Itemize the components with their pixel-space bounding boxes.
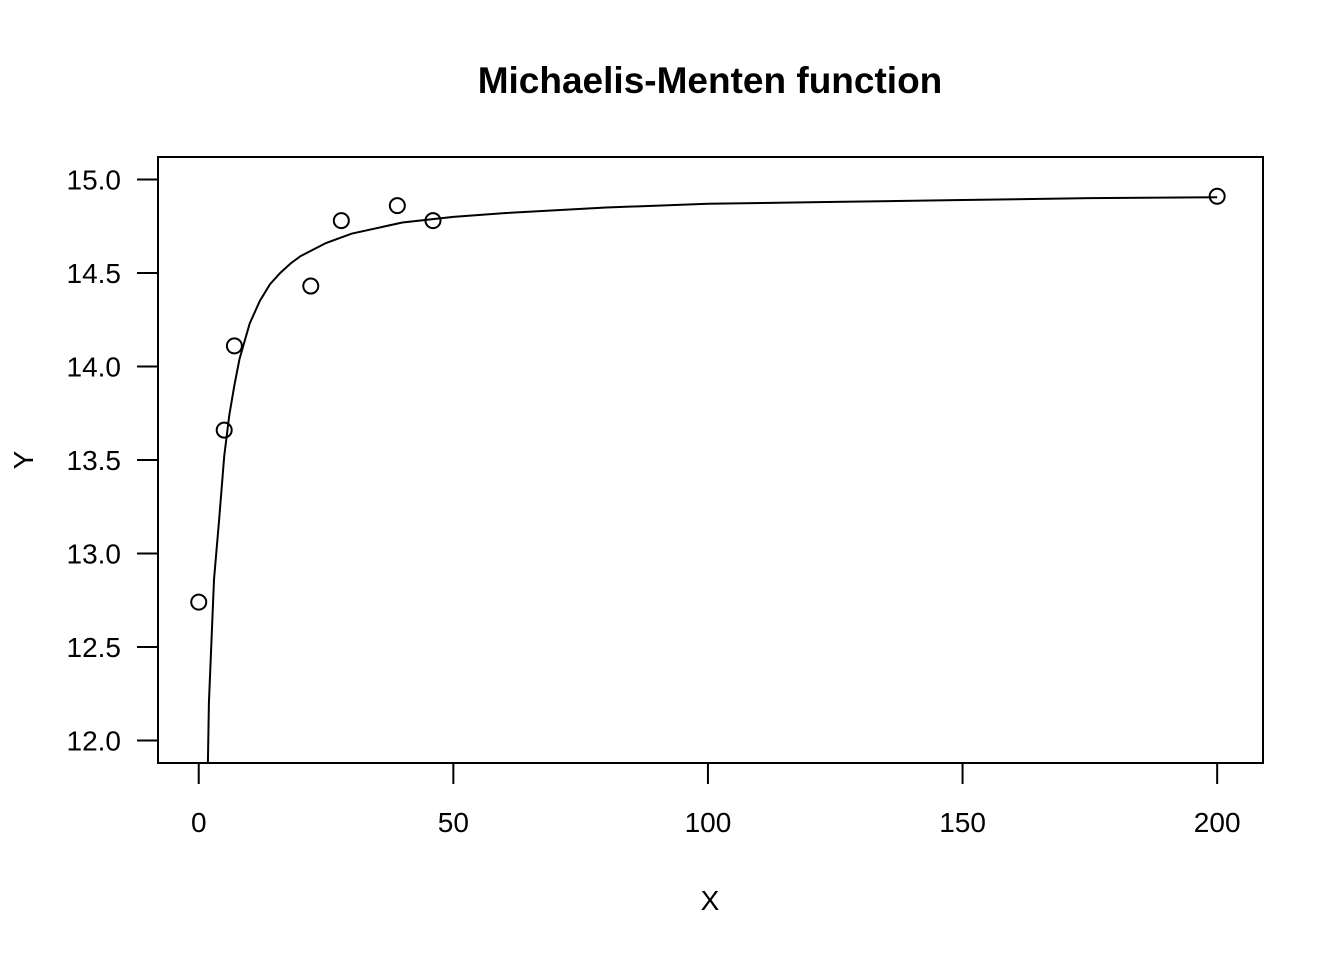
chart-title: Michaelis-Menten function [478, 60, 943, 101]
x-tick-label: 200 [1194, 807, 1241, 838]
y-tick-label: 14.5 [67, 258, 122, 289]
x-axis-label: X [701, 885, 720, 916]
x-tick-label: 0 [191, 807, 207, 838]
x-axis: 0 50 100 150 200 [191, 763, 1241, 838]
data-points [190, 187, 1226, 611]
y-tick-label: 15.0 [67, 164, 122, 195]
data-point [302, 277, 320, 295]
data-point [332, 212, 350, 230]
y-tick-label: 12.5 [67, 632, 122, 663]
y-tick-label: 13.0 [67, 539, 122, 570]
x-tick-label: 50 [438, 807, 469, 838]
y-tick-label: 12.0 [67, 726, 122, 757]
data-point [225, 337, 243, 355]
data-point [1208, 187, 1226, 205]
x-tick-label: 150 [939, 807, 986, 838]
plot-frame [157, 156, 1264, 764]
y-tick-label: 13.5 [67, 445, 122, 476]
data-point [388, 197, 406, 215]
x-tick-label: 100 [685, 807, 732, 838]
y-tick-label: 14.0 [67, 351, 122, 382]
y-axis: 12.0 12.5 13.0 13.5 14.0 14.5 15.0 [67, 164, 158, 757]
data-point [190, 593, 208, 611]
data-point [215, 421, 233, 439]
fitted-curve-line [206, 196, 1218, 764]
data-point [424, 212, 442, 230]
y-axis-label: Y [8, 450, 39, 469]
